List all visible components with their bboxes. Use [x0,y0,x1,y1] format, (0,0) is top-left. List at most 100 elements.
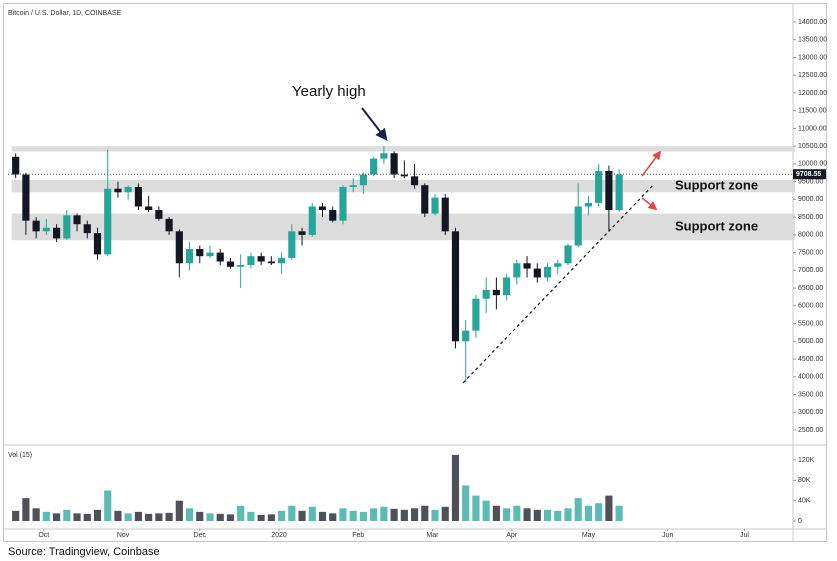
volume-bar [482,500,490,522]
candle-body [298,231,306,235]
x-tick-label: Nov [117,532,130,539]
candle-body [73,215,81,225]
volume-bar [267,514,275,522]
volume-bar [359,511,368,522]
volume-bar [175,500,183,522]
y-tick-label: 9500.00 [798,178,823,185]
candle-body [451,231,460,342]
volume-bar [73,513,81,522]
volume-bar [216,513,224,522]
zone-label: Support zone [675,218,758,233]
volume-bar [533,509,541,522]
y-tick-label: 13000.00 [798,54,827,61]
candle-body [63,215,71,239]
candle-body [554,263,562,267]
candle-body [134,186,142,207]
volume-bar [12,510,20,522]
candle-body [53,227,61,239]
y-tick-label: 9000.00 [798,196,823,203]
volume-bar [165,512,173,522]
volume-bar [288,505,296,522]
volume-bar [32,508,40,522]
x-tick-label: Feb [352,532,364,539]
volume-bar [206,513,214,522]
volume-bar [247,511,255,522]
volume-bar [370,508,378,522]
volume-bar [93,509,102,522]
volume-bar [145,513,153,522]
candle-body [196,249,204,257]
volume-bar [390,508,398,522]
candle-body [155,210,163,219]
volume-bar [155,513,163,522]
candle-body [605,171,613,211]
y-tick-label: 3500.00 [798,391,823,398]
volume-bar [42,511,50,522]
y-tick-label: 7000.00 [798,267,823,274]
volume-bar [104,490,112,522]
candle-body [83,224,91,234]
candle-body [615,174,623,211]
volume-bar [22,498,30,522]
candle-body [226,261,235,267]
x-tick-label: Jun [662,532,673,539]
breakdown-arrow [641,197,658,211]
volume-bar [134,511,142,522]
volume-bar [83,513,91,522]
candle-body [441,197,449,232]
volume-bar [503,508,511,522]
y-tick-label: 4500.00 [798,356,823,363]
volume-bar [257,514,265,522]
volume-bar [605,495,613,522]
candle-body [421,185,429,214]
candle-body [145,206,153,211]
volume-label: Vol (15) [8,452,32,459]
axes: 2500.00 3000.00 3500.00 4000.00 4500.00 5000.… [8,19,827,539]
y-tick-label: 3000.00 [798,409,823,416]
candle-body [278,257,286,264]
candle-body [22,174,30,221]
volume-bar [595,503,603,522]
y-tick-label: 6000.00 [798,303,823,310]
volume-bar [226,514,235,522]
volume-bar [462,485,470,522]
x-tick-label: Oct [38,532,49,539]
volume-bar [523,508,531,522]
x-tick-label: May [582,532,596,539]
volume-bar [349,510,357,522]
volume-bar [421,505,429,522]
candle-body [329,210,337,221]
candle-body [267,261,275,264]
candle-body [390,153,398,175]
volume-bar [472,495,480,522]
candle-body [584,202,593,207]
y-tick-label: 11000.00 [798,125,827,132]
volume-bar [114,510,122,522]
y-tick-label: 13500.00 [798,37,827,44]
volume [12,454,623,522]
volume-bar [513,505,521,522]
volume-bar [329,513,337,522]
candle-body [349,185,357,187]
candle-body [216,252,224,262]
candle-body [462,330,470,342]
y-tick-label: 12500.00 [798,72,827,79]
volume-bar [124,513,132,522]
candle-body [12,156,20,175]
vol-tick-label: 80K [798,477,811,484]
candle-body [482,289,490,299]
volume-bar [53,513,61,522]
volume-bar [441,506,449,522]
vol-tick-label: 120K [798,457,815,464]
candle-body [124,186,132,193]
volume-bar [615,505,623,522]
candle-body [574,206,582,246]
candle-body [503,277,511,296]
candle-body [318,206,327,211]
candle-body [308,206,316,235]
candle-body [431,197,439,214]
y-tick-label: 5500.00 [798,320,823,327]
annotation: Yearly high [292,83,366,100]
